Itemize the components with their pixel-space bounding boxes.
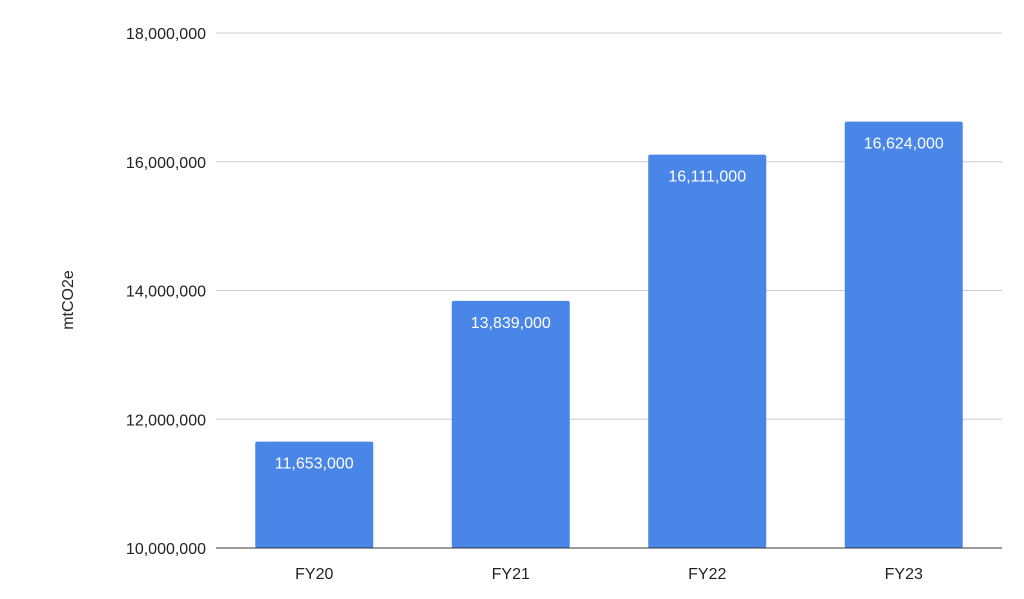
- data-label-fy22: 16,111,000: [668, 169, 746, 186]
- y-tick-label: 16,000,000: [126, 155, 206, 172]
- bar-fy22: [648, 154, 767, 548]
- x-category-label: FY22: [688, 566, 726, 583]
- bar-fy21: [451, 300, 570, 548]
- y-tick-label: 18,000,000: [126, 26, 206, 43]
- y-tick-label: 12,000,000: [126, 412, 206, 429]
- y-axis-ticks: 10,000,000 12,000,000 14,000,000 16,000,000…: [126, 26, 206, 558]
- bars: [255, 121, 963, 548]
- x-axis-categories: FY20 FY21 FY22 FY23: [295, 566, 923, 583]
- bar-fy23: [844, 121, 963, 548]
- x-category-label: FY23: [885, 566, 923, 583]
- bar-fy20: [255, 441, 374, 548]
- x-category-label: FY21: [492, 566, 530, 583]
- data-label-fy21: 13,839,000: [471, 315, 551, 332]
- data-label-fy23: 16,624,000: [864, 136, 944, 153]
- y-tick-label: 14,000,000: [126, 284, 206, 301]
- data-labels: 11,653,000 13,839,000 16,111,000 16,624,000: [275, 136, 944, 473]
- x-category-label: FY20: [295, 566, 333, 583]
- y-axis-title: mtCO2e: [60, 270, 77, 330]
- y-tick-label: 10,000,000: [126, 541, 206, 558]
- data-label-fy20: 11,653,000: [275, 456, 354, 473]
